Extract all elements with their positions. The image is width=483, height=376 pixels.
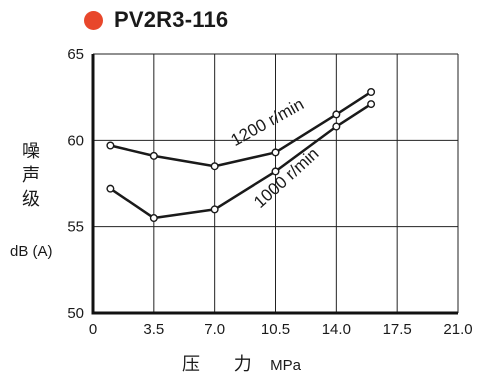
x-tick-label: 7.0 bbox=[204, 321, 225, 338]
x-tick-label: 10.5 bbox=[261, 321, 290, 338]
data-point bbox=[149, 214, 158, 223]
series-label: 1200 r/min bbox=[228, 94, 307, 150]
data-point bbox=[210, 205, 219, 214]
series-label: 1000 r/min bbox=[250, 144, 322, 212]
y-axis-label-char: 级 bbox=[22, 189, 40, 210]
chart-title: PV2R3-116 bbox=[84, 6, 228, 34]
chart-title-text: PV2R3-116 bbox=[114, 7, 229, 32]
y-axis-label-char: 声 bbox=[22, 165, 40, 186]
x-axis-unit: MPa bbox=[270, 357, 302, 374]
data-point bbox=[332, 110, 341, 119]
data-point bbox=[106, 184, 115, 193]
legend-dot-icon bbox=[84, 10, 103, 30]
data-point bbox=[332, 122, 341, 131]
y-axis-label-char: 噪 bbox=[22, 141, 40, 162]
y-tick-label: 60 bbox=[67, 132, 84, 149]
x-tick-label: 21.0 bbox=[443, 321, 472, 338]
x-axis-ticks: 0 3.5 7.0 10.5 14.0 17.5 21.0 bbox=[89, 321, 473, 338]
y-axis-unit: dB (A) bbox=[10, 243, 53, 260]
x-axis-label-text: 压 力 bbox=[181, 354, 266, 375]
x-tick-label: 14.0 bbox=[322, 321, 351, 338]
data-point bbox=[367, 100, 376, 109]
data-point bbox=[210, 162, 219, 171]
data-point bbox=[149, 151, 158, 160]
x-tick-label: 3.5 bbox=[143, 321, 164, 338]
y-tick-label: 65 bbox=[67, 46, 84, 63]
x-tick-label: 0 bbox=[89, 321, 97, 338]
data-point bbox=[271, 167, 280, 176]
y-tick-label: 50 bbox=[67, 305, 84, 322]
x-axis-label: 压 力 MPa bbox=[0, 350, 483, 376]
x-tick-label: 17.5 bbox=[383, 321, 412, 338]
y-axis-ticks: 50 55 60 65 bbox=[67, 46, 84, 322]
series-line bbox=[109, 103, 372, 220]
data-point bbox=[367, 87, 376, 96]
series-points bbox=[106, 87, 376, 223]
grid bbox=[91, 53, 459, 315]
data-point bbox=[106, 141, 115, 150]
data-point bbox=[271, 148, 280, 157]
y-tick-label: 55 bbox=[67, 219, 84, 236]
y-axis-label: 噪 声 级 bbox=[20, 140, 42, 212]
series-lines bbox=[109, 90, 372, 220]
series-line bbox=[110, 90, 372, 168]
